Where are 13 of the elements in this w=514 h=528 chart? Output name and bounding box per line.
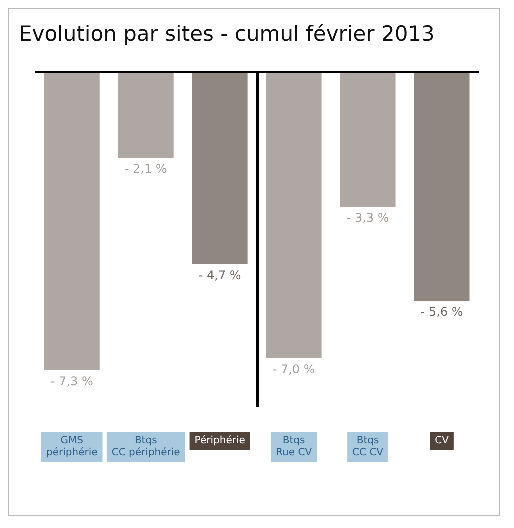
- data-label: - 3,3 %: [346, 211, 390, 226]
- x-tick-label: Btqs CC périphérie: [112, 436, 180, 459]
- x-tick-label: Btqs Rue CV: [276, 436, 312, 459]
- data-label: - 7,3 %: [50, 374, 94, 389]
- chart-title: Evolution par sites - cumul février 2013: [19, 22, 435, 46]
- x-tick-label: CV: [435, 436, 450, 447]
- data-label: - 2,1 %: [124, 162, 168, 176]
- data-label: - 5,6 %: [420, 305, 464, 320]
- data-label: - 4,7 %: [198, 268, 242, 282]
- x-tick-label: GMS périphérie: [46, 436, 98, 459]
- data-label: - 7,0 %: [272, 362, 316, 376]
- x-tick-label: Périphérie: [194, 436, 246, 447]
- x-tick-label: Btqs CC CV: [352, 436, 384, 459]
